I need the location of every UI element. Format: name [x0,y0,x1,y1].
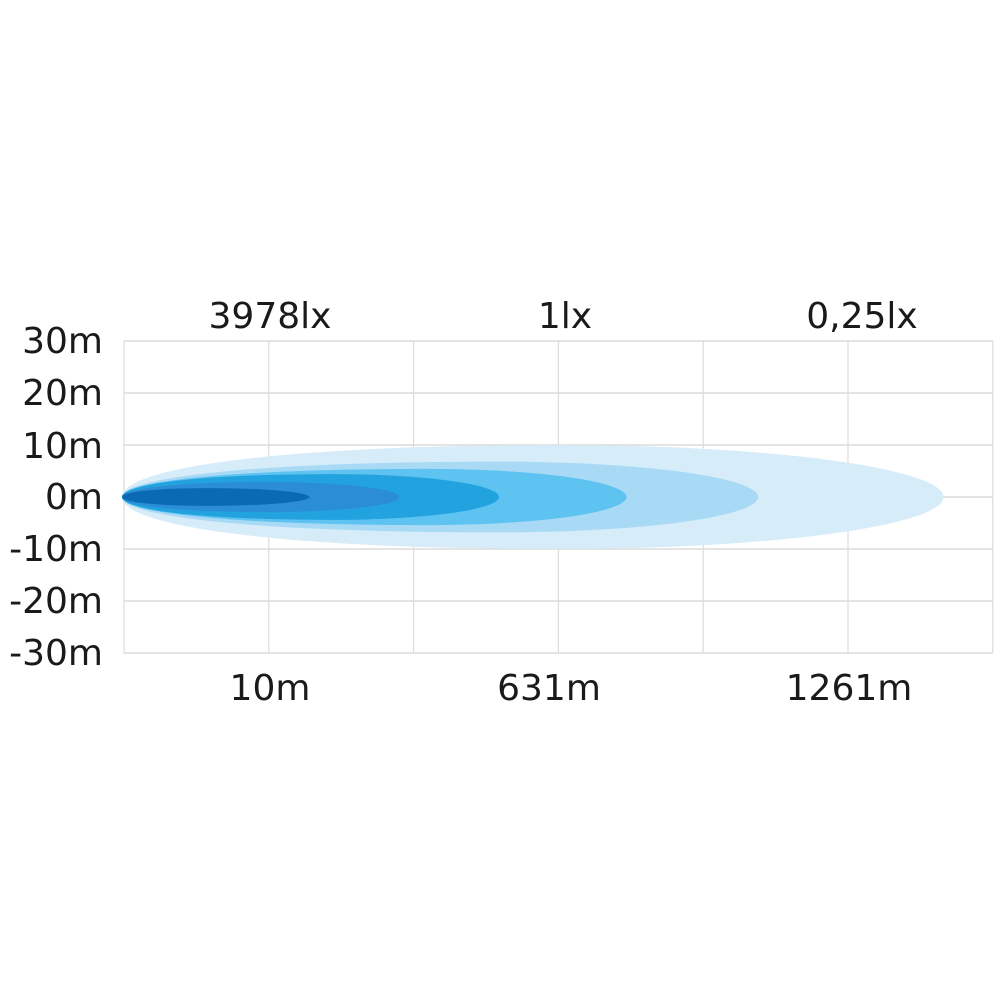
y-tick-4: -10m [9,529,103,570]
bottom-label-0: 10m [230,668,311,709]
labels: 3978lx 1lx 0,25lx 10m 631m 1261m 30m 20m… [9,296,918,709]
y-tick-0: 30m [22,321,103,362]
y-tick-1: 20m [22,373,103,414]
top-label-1: 1lx [538,296,592,337]
beam-zone-5 [122,488,310,506]
y-tick-6: -30m [9,633,103,674]
top-label-2: 0,25lx [806,296,917,337]
beam-pattern [122,445,944,549]
bottom-label-1: 631m [497,668,601,709]
y-tick-2: 10m [22,426,103,467]
bottom-label-2: 1261m [786,668,913,709]
y-tick-5: -20m [9,581,103,622]
top-label-0: 3978lx [209,296,332,337]
y-tick-3: 0m [45,477,103,518]
